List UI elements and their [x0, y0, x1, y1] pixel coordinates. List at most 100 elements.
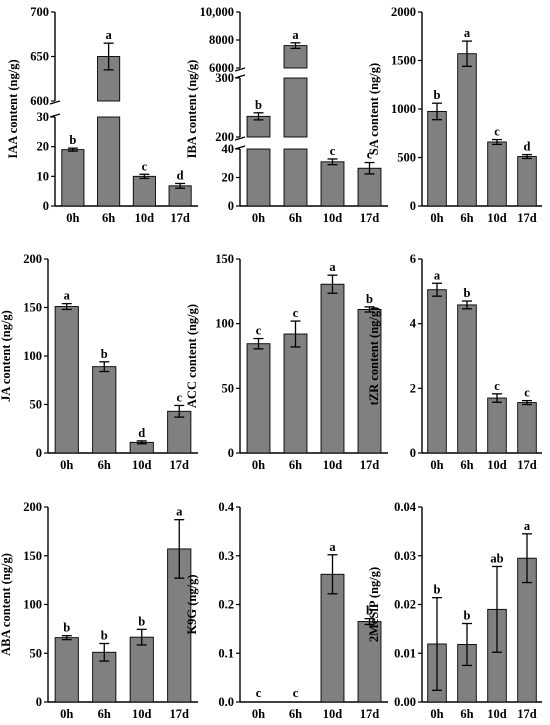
y-tick-label: 500	[397, 151, 416, 165]
x-tick-label: 6h	[460, 707, 473, 721]
y-tick-label: 20	[222, 171, 235, 185]
significance-letter: b	[101, 347, 108, 361]
y-tick-label: 40	[222, 142, 235, 156]
significance-letter: b	[138, 614, 145, 628]
significance-letter: c	[256, 324, 262, 338]
bar-0h	[61, 149, 85, 207]
bar-10d	[320, 161, 345, 207]
bar-10d	[129, 636, 154, 703]
chart-panel-mesip: 0.00 0.01 0.02 0.03 0.04 b 0h b 6h ab 10d a 17d 2MeSi…	[367, 500, 542, 721]
y-tick-label: 0	[410, 446, 416, 460]
x-tick-label: 0h	[252, 211, 265, 225]
y-tick-label: 600	[30, 94, 49, 108]
y-tick-label: 0	[36, 695, 42, 709]
significance-letter: c	[494, 125, 500, 139]
y-tick-label: 2000	[391, 5, 416, 19]
y-tick-label: 0.03	[394, 549, 416, 563]
y-tick-label: 200	[23, 252, 42, 266]
y-tick-label: 0.01	[394, 646, 416, 660]
significance-letter: a	[434, 268, 441, 282]
significance-letter: b	[69, 133, 76, 147]
bar-6h	[283, 333, 308, 454]
chart-panel-acc: 0 50 100 150 c 0h c 6h a 10d b 17d ACC content (ng/g…	[185, 252, 388, 472]
significance-letter: c	[494, 379, 500, 393]
x-tick-label: 17d	[517, 707, 537, 721]
significance-letter: c	[256, 686, 262, 700]
x-tick-label: 6h	[289, 458, 302, 472]
y-tick-label: 50	[30, 646, 43, 660]
y-axis-title: tZR content (ng/g)	[367, 307, 381, 406]
significance-letter: d	[177, 168, 184, 182]
y-axis-title: IBA content (ng/g)	[185, 60, 199, 159]
y-axis-title: ACC content (ng/g)	[185, 304, 199, 408]
axis-break-mark	[234, 74, 246, 79]
y-axis-title: ABA content (ng/g)	[0, 553, 13, 656]
x-tick-label: 0h	[60, 458, 73, 472]
y-tick-label: 200	[23, 500, 42, 514]
y-tick-label: 150	[215, 252, 234, 266]
x-tick-label: 10d	[132, 458, 152, 472]
significance-letter: b	[464, 286, 471, 300]
x-tick-label: 10d	[323, 211, 343, 225]
y-tick-label: 0.0	[218, 695, 234, 709]
y-tick-label: 10	[37, 169, 50, 183]
bar-0h	[427, 289, 447, 454]
y-tick-label: 8000	[209, 33, 234, 47]
y-tick-label: 0	[36, 446, 42, 460]
y-tick-label: 200	[215, 130, 234, 144]
bar-0h	[246, 343, 271, 454]
y-tick-label: 100	[23, 349, 42, 363]
y-tick-label: 0	[410, 199, 416, 213]
significance-letter: b	[101, 629, 108, 643]
x-tick-label: 17d	[517, 458, 537, 472]
bar-17d	[517, 156, 537, 207]
y-tick-label: 6	[410, 252, 416, 266]
x-tick-label: 6h	[98, 458, 111, 472]
significance-letter: c	[330, 144, 336, 158]
y-tick-label: 2	[410, 381, 416, 395]
significance-letter: d	[524, 140, 531, 154]
y-tick-label: 700	[30, 5, 49, 19]
significance-letter: c	[142, 159, 148, 173]
x-tick-label: 6h	[460, 211, 473, 225]
axis-break-mark	[49, 100, 61, 105]
y-tick-label: 100	[23, 598, 42, 612]
x-tick-label: 10d	[323, 458, 343, 472]
x-tick-label: 10d	[487, 458, 507, 472]
significance-letter: ab	[490, 551, 503, 565]
x-tick-label: 0h	[60, 707, 73, 721]
y-tick-label: 0.2	[218, 598, 234, 612]
x-tick-label: 6h	[289, 211, 302, 225]
y-tick-label: 0	[228, 199, 234, 213]
significance-letter: b	[63, 621, 70, 635]
bar-10d	[487, 397, 507, 454]
significance-letter: c	[524, 386, 530, 400]
x-tick-label: 17d	[517, 211, 537, 225]
y-tick-label: 150	[23, 301, 42, 315]
chart-panel-sa: 0 500 1000 1500 2000 b 0h a 6h c 10d d 17d SA content…	[367, 5, 542, 225]
bar-6h	[92, 366, 117, 454]
x-tick-label: 17d	[360, 211, 380, 225]
x-tick-label: 17d	[360, 707, 380, 721]
significance-letter: b	[464, 609, 471, 623]
y-tick-label: 1000	[391, 102, 416, 116]
x-tick-label: 6h	[98, 707, 111, 721]
x-tick-label: 0h	[252, 458, 265, 472]
bar-0h	[54, 637, 79, 703]
y-tick-label: 100	[215, 317, 234, 331]
bar-10d	[487, 141, 507, 207]
significance-letter: a	[464, 26, 471, 40]
y-tick-label: 0.3	[218, 549, 234, 563]
significance-letter: a	[329, 260, 336, 274]
y-tick-label: 150	[23, 549, 42, 563]
y-axis-title: JA content (ng/g)	[0, 310, 13, 402]
y-tick-label: 30	[37, 110, 50, 124]
chart-panel-k9g: 0.0 0.1 0.2 0.3 0.4 c 0h c 6h a 10d b 17d K9G (ng/g)	[185, 500, 388, 721]
x-tick-label: 10d	[487, 211, 507, 225]
bar-6h	[283, 77, 308, 138]
bar-6h	[457, 304, 477, 454]
x-tick-label: 6h	[289, 707, 302, 721]
x-tick-label: 17d	[360, 458, 380, 472]
y-tick-label: 10,000	[200, 5, 234, 19]
x-tick-label: 6h	[460, 458, 473, 472]
